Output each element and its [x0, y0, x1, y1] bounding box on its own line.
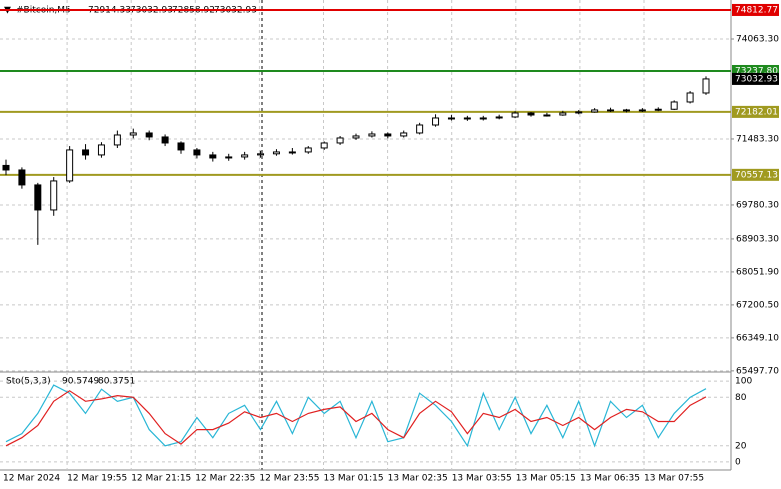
candle-body: [209, 154, 217, 159]
candle-body: [400, 132, 408, 137]
stoch-title: Sto(5,3,3): [6, 377, 51, 387]
candle-body: [384, 133, 392, 137]
stoch-tick-label: 80: [735, 393, 747, 403]
candle-body: [304, 147, 312, 153]
stoch-tick-label: 0: [735, 457, 741, 467]
candle-body: [416, 124, 424, 134]
level-label-box: [732, 168, 779, 181]
x-tick-label: 12 Mar 19:55: [67, 474, 127, 484]
candle-body: [352, 135, 360, 139]
candle-body: [82, 149, 90, 156]
candle-body: [432, 117, 440, 126]
candle-body: [622, 109, 630, 112]
y-tick-label: 68903.30: [736, 234, 779, 244]
level-label: 73237.80: [735, 66, 778, 76]
candle-body: [288, 151, 296, 154]
x-tick-label: 12 Mar 21:15: [131, 474, 191, 484]
candle-body: [66, 149, 74, 182]
candle-body: [225, 156, 233, 159]
level-label: 70557.13: [735, 170, 778, 180]
candle-body: [670, 101, 678, 110]
y-tick-label: 67200.50: [736, 300, 779, 310]
candle-body: [50, 180, 58, 211]
level-label: 74812.77: [735, 5, 778, 15]
y-tick-label: 71483.30: [736, 134, 779, 144]
candle-body: [368, 133, 376, 137]
y-tick-label: 69780.30: [736, 200, 779, 210]
y-tick-label: 66349.10: [736, 333, 779, 343]
candle-body: [336, 137, 344, 144]
candle-body: [543, 114, 551, 117]
stoch-tick-label: 20: [735, 441, 747, 451]
candle-body: [113, 134, 121, 146]
candle-body: [463, 117, 471, 120]
y-tick-label: 68051.90: [736, 267, 779, 277]
candle-body: [638, 109, 646, 112]
price-label-box: [732, 72, 779, 85]
x-tick-label: 13 Mar 06:35: [580, 474, 640, 484]
stoch-value: 80.3751: [98, 377, 135, 387]
candle-body: [161, 136, 169, 144]
candle-body: [145, 132, 153, 138]
candle-body: [2, 164, 10, 171]
x-tick-label: 12 Mar 2024: [3, 474, 60, 484]
candle-body: [97, 144, 105, 156]
stoch-value: 90.5749: [62, 377, 99, 387]
stoch-tick-label: 100: [735, 377, 752, 387]
candle-body: [129, 132, 137, 136]
candle-body: [511, 112, 519, 118]
candle-body: [479, 117, 487, 120]
x-tick-label: 13 Mar 05:15: [516, 474, 576, 484]
x-tick-label: 13 Mar 03:55: [452, 474, 512, 484]
level-label-box: [732, 105, 779, 118]
y-tick-label: 74063.30: [736, 35, 779, 45]
candle-body: [18, 169, 26, 186]
stoch-line: [5, 390, 707, 447]
candle-body: [575, 111, 583, 114]
candle-body: [495, 116, 503, 119]
x-tick-label: 12 Mar 22:35: [195, 474, 255, 484]
candle-body: [177, 142, 185, 151]
candle-body: [272, 151, 280, 155]
candle-body: [320, 142, 328, 149]
stoch-line: [5, 384, 707, 448]
candle-body: [654, 108, 662, 111]
candle-body: [257, 153, 265, 156]
candle-body: [193, 149, 201, 156]
x-tick-label: 13 Mar 07:55: [644, 474, 704, 484]
candle-body: [34, 184, 42, 211]
candle-body: [591, 109, 599, 113]
x-tick-label: 13 Mar 02:35: [388, 474, 448, 484]
price-label: 73032.93: [735, 74, 778, 84]
level-label-box: [732, 3, 779, 16]
candle-body: [686, 92, 694, 103]
candle-body: [559, 112, 567, 116]
candle-body: [447, 117, 455, 120]
x-tick-label: 13 Mar 01:15: [324, 474, 384, 484]
level-label: 72182.01: [735, 107, 778, 117]
candle-body: [241, 154, 249, 158]
candle-body: [607, 109, 615, 112]
candle-body: [702, 78, 710, 94]
y-tick-label: 65497.70: [736, 366, 779, 376]
x-tick-label: 12 Mar 23:55: [259, 474, 319, 484]
candle-body: [527, 112, 535, 116]
